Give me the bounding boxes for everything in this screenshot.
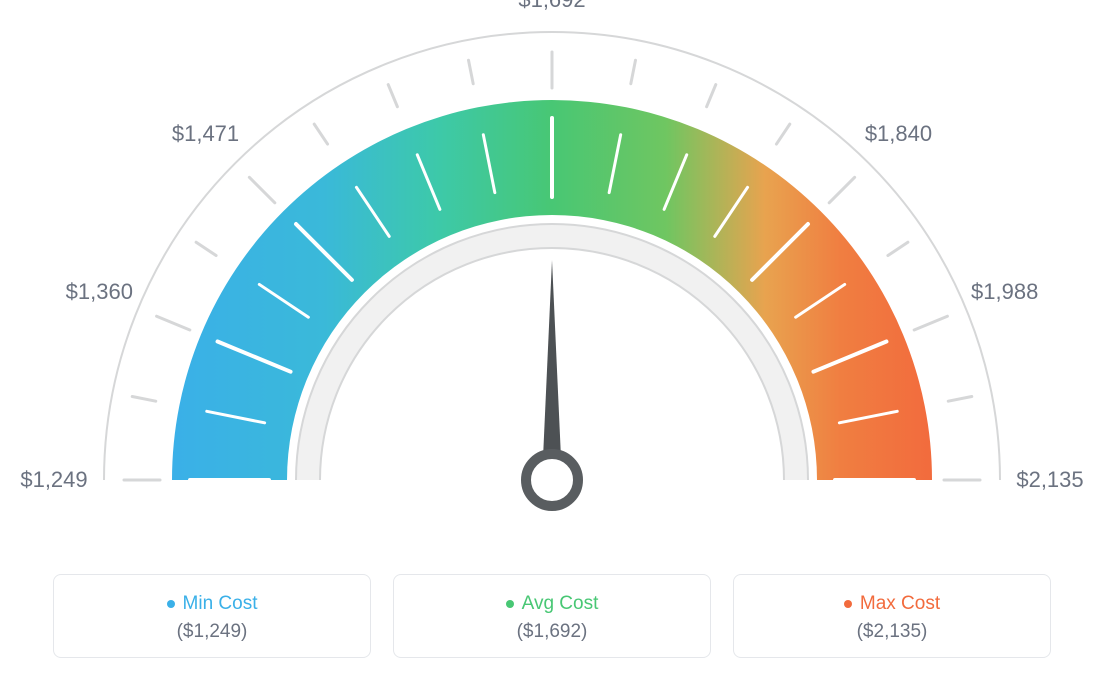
legend-title-max: Max Cost bbox=[844, 593, 940, 615]
legend-label: Avg Cost bbox=[522, 593, 599, 615]
legend-title-avg: Avg Cost bbox=[506, 593, 599, 615]
gauge-tick-label: $1,692 bbox=[518, 0, 585, 13]
legend-value-max: ($2,135) bbox=[734, 621, 1050, 643]
gauge-chart: $1,249 $1,360 $1,471 $1,692 $1,840 $1,988 $2,1… bbox=[0, 0, 1104, 560]
gauge-tick-label: $1,360 bbox=[66, 279, 133, 305]
legend-title-min: Min Cost bbox=[167, 593, 258, 615]
legend-value-avg: ($1,692) bbox=[394, 621, 710, 643]
gauge-tick-label: $1,471 bbox=[172, 121, 239, 147]
legend-card-min: Min Cost ($1,249) bbox=[53, 574, 371, 658]
legend-row: Min Cost ($1,249) Avg Cost ($1,692) Max … bbox=[53, 574, 1051, 658]
dot-icon bbox=[506, 600, 514, 608]
gauge-svg bbox=[0, 0, 1104, 560]
legend-label: Min Cost bbox=[183, 593, 258, 615]
gauge-tick-label: $1,988 bbox=[971, 279, 1038, 305]
legend-card-avg: Avg Cost ($1,692) bbox=[393, 574, 711, 658]
legend-value-min: ($1,249) bbox=[54, 621, 370, 643]
gauge-tick-label: $1,840 bbox=[865, 121, 932, 147]
gauge-tick-label: $2,135 bbox=[1016, 467, 1083, 493]
legend-label: Max Cost bbox=[860, 593, 940, 615]
gauge-tick-label: $1,249 bbox=[20, 467, 87, 493]
dot-icon bbox=[167, 600, 175, 608]
legend-card-max: Max Cost ($2,135) bbox=[733, 574, 1051, 658]
dot-icon bbox=[844, 600, 852, 608]
